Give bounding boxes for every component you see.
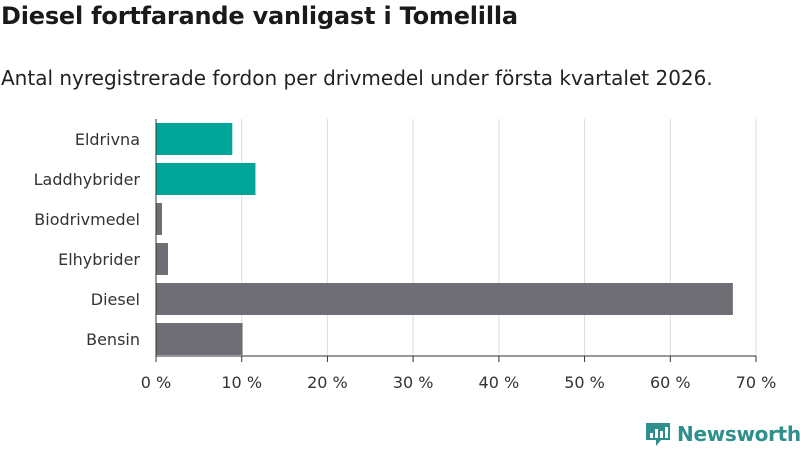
bar-laddhybrider xyxy=(156,163,256,195)
newsworthy-brand: Newsworthy xyxy=(644,420,800,448)
x-tick-label: 40 % xyxy=(479,373,520,392)
category-label: Eldrivna xyxy=(75,130,140,149)
x-tick-label: 20 % xyxy=(307,373,348,392)
category-label: Elhybrider xyxy=(58,250,140,269)
bar-biodrivmedel xyxy=(156,203,162,235)
x-tick-label: 70 % xyxy=(736,373,777,392)
grid-lines xyxy=(241,119,757,356)
bar-eldrivna xyxy=(156,123,233,155)
category-label: Biodrivmedel xyxy=(34,210,140,229)
category-labels: Eldrivna Laddhybrider Biodrivmedel Elhybrid… xyxy=(34,130,141,349)
bar-bensin xyxy=(156,323,243,355)
bar-elhybrider xyxy=(156,243,168,275)
chart-title: Diesel fortfarande vanligast i Tomelilla xyxy=(1,2,518,30)
brand-name: Newsworthy xyxy=(677,422,800,446)
newsworthy-logo-icon xyxy=(646,423,670,446)
bars xyxy=(156,123,733,355)
x-tick-label: 30 % xyxy=(393,373,434,392)
category-label: Diesel xyxy=(91,290,140,309)
category-label: Bensin xyxy=(86,330,140,349)
x-tick-label: 50 % xyxy=(564,373,605,392)
chart-subtitle: Antal nyregistrerade fordon per drivmede… xyxy=(1,66,713,90)
x-axis: 0 % 10 % 20 % 30 % 40 % 50 % 60 % 70 % xyxy=(141,119,777,392)
bar-diesel xyxy=(156,283,733,315)
category-label: Laddhybrider xyxy=(34,170,141,189)
x-tick-label: 10 % xyxy=(221,373,262,392)
x-tick-label: 60 % xyxy=(650,373,691,392)
x-tick-label: 0 % xyxy=(141,373,171,392)
